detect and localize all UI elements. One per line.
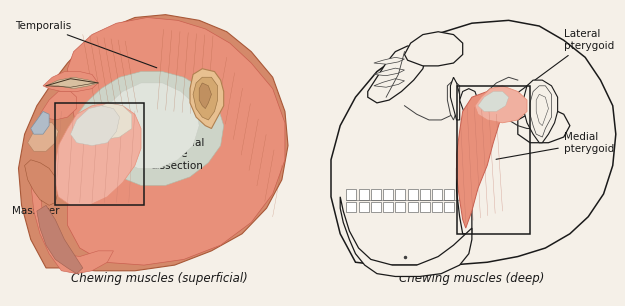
Text: Lateral
pterygoid: Lateral pterygoid <box>514 29 614 95</box>
Bar <box>420 189 430 200</box>
Text: Medial
pterygoid: Medial pterygoid <box>496 132 614 159</box>
Polygon shape <box>374 68 404 76</box>
Polygon shape <box>331 20 616 265</box>
Polygon shape <box>28 123 58 151</box>
Polygon shape <box>40 91 77 120</box>
Polygon shape <box>82 103 132 140</box>
Text: Temporalis: Temporalis <box>16 21 157 68</box>
Polygon shape <box>456 111 484 234</box>
Polygon shape <box>46 77 98 89</box>
Polygon shape <box>374 79 404 87</box>
Polygon shape <box>524 80 558 143</box>
Polygon shape <box>459 89 478 120</box>
Polygon shape <box>37 205 82 274</box>
Polygon shape <box>451 77 459 120</box>
Polygon shape <box>31 111 49 134</box>
Polygon shape <box>104 83 199 168</box>
Bar <box>371 189 381 200</box>
Polygon shape <box>190 69 224 129</box>
Bar <box>383 202 393 212</box>
Polygon shape <box>31 177 114 274</box>
Polygon shape <box>71 106 119 146</box>
Bar <box>432 202 442 212</box>
Polygon shape <box>536 94 549 126</box>
Bar <box>456 86 530 234</box>
Polygon shape <box>475 86 527 123</box>
Polygon shape <box>199 83 211 109</box>
Bar <box>432 189 442 200</box>
Bar <box>396 202 406 212</box>
Polygon shape <box>68 17 285 265</box>
Bar <box>55 103 144 205</box>
Text: Masseter: Masseter <box>12 157 66 216</box>
Polygon shape <box>55 103 141 205</box>
Text: Area of
superficial
muscle
dissection: Area of superficial muscle dissection <box>101 126 204 171</box>
Bar <box>444 202 454 212</box>
Polygon shape <box>374 57 404 64</box>
Polygon shape <box>404 32 462 66</box>
Bar <box>420 202 430 212</box>
Polygon shape <box>456 91 503 228</box>
Bar <box>359 189 369 200</box>
Bar <box>383 189 393 200</box>
Bar <box>408 202 418 212</box>
Polygon shape <box>19 15 288 271</box>
Polygon shape <box>74 72 224 185</box>
Text: Chewing muscles (deep): Chewing muscles (deep) <box>399 272 544 285</box>
Polygon shape <box>193 77 218 120</box>
Polygon shape <box>24 160 58 205</box>
Bar <box>371 202 381 212</box>
Polygon shape <box>340 197 472 277</box>
Polygon shape <box>448 80 459 120</box>
Bar <box>408 189 418 200</box>
Bar <box>359 202 369 212</box>
Polygon shape <box>368 46 426 103</box>
Bar <box>444 189 454 200</box>
Bar <box>396 189 406 200</box>
Text: Chewing muscles (superficial): Chewing muscles (superficial) <box>71 272 248 285</box>
Polygon shape <box>530 86 551 137</box>
Bar <box>346 202 356 212</box>
Polygon shape <box>43 72 98 91</box>
Polygon shape <box>518 109 570 143</box>
Polygon shape <box>478 91 509 111</box>
Bar <box>346 189 356 200</box>
